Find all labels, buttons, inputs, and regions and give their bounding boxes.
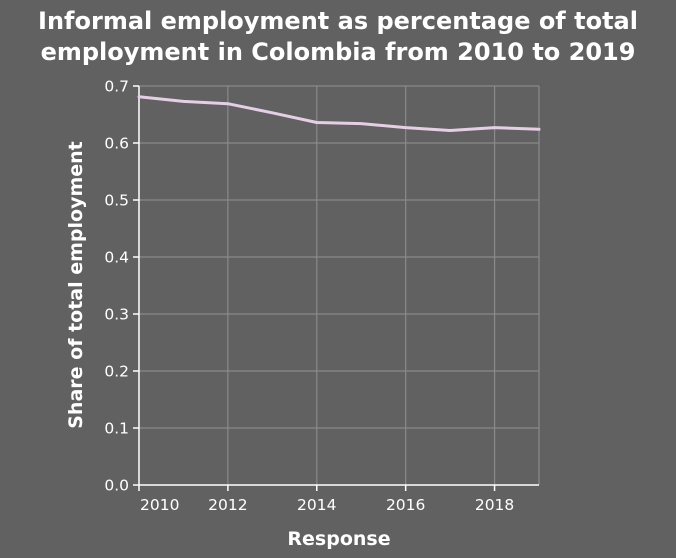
y-tick-label: 0.4 [104,249,129,267]
x-tick-label: 2018 [475,496,514,514]
axes [133,86,539,491]
y-axis-label: Share of total employment [65,141,87,429]
x-tick-label: 2014 [297,496,336,514]
y-tick-label: 0.5 [104,192,129,210]
y-tick-label: 0.0 [104,477,129,495]
x-tick-label: 2016 [386,496,425,514]
chart-title-line-2: employment in Colombia from 2010 to 2019 [41,38,636,66]
series-layer [139,97,539,131]
y-tick-label: 0.1 [104,420,129,438]
chart-title-line-1: Informal employment as percentage of tot… [38,7,638,35]
y-tick-label: 0.6 [104,135,129,153]
y-tick-label: 0.3 [104,306,129,324]
y-tick-label: 0.7 [104,78,129,96]
x-axis-label: Response [287,528,390,550]
grid [139,86,539,485]
x-tick-label: 2012 [208,496,247,514]
series-line [139,97,539,131]
y-tick-label: 0.2 [104,363,129,381]
x-tick-label: 2010 [140,496,179,514]
